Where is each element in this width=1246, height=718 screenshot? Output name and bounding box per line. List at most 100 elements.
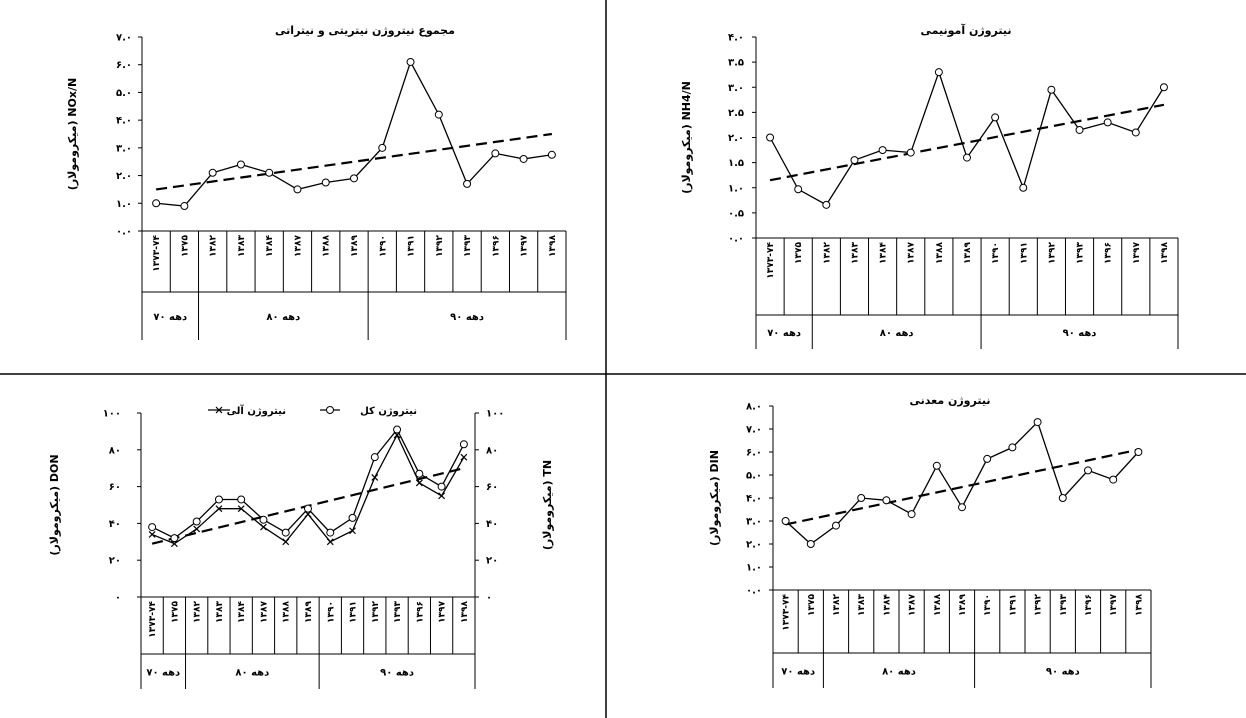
- data-point: [1109, 475, 1118, 484]
- x-category-label: ۱۳۸۹: [963, 242, 973, 264]
- data-point: [326, 528, 335, 537]
- chart-title: نیتروژن معدنی: [910, 394, 991, 407]
- x-category-label: ۱۳۹۶: [415, 601, 425, 623]
- y-tick-label: ۷.۰: [746, 425, 762, 436]
- data-point: [415, 469, 424, 478]
- decade-label: دهه ۸۰: [266, 312, 300, 323]
- x-category-label: ۱۳۹۰: [378, 235, 388, 257]
- y-tick-label: ۱.۰: [746, 563, 762, 574]
- x-category-label: ۱۳۸۴: [237, 601, 247, 623]
- data-point: [260, 523, 267, 531]
- decade-label: دهه ۷۰: [767, 328, 801, 339]
- chart-nh4-n: ۰.۰ ۰.۵ ۱.۰ ۱.۵ ۲.۰ ۲.۵ ۳.۰ ۳.۵ ۴.۰ (میکرومولار) …: [680, 23, 1179, 349]
- data-point: [794, 185, 803, 194]
- x-category-label: ۱۳۷۵: [180, 235, 190, 257]
- data-point: [991, 113, 1000, 122]
- x-category-label: ۱۳۸۷: [907, 242, 917, 264]
- y-tick-label: ۴.۰: [728, 33, 744, 44]
- data-point: [434, 110, 443, 119]
- data-point: [1047, 85, 1056, 94]
- data-point: [857, 494, 866, 502]
- decade-label: دهه ۷۰: [153, 312, 187, 323]
- data-point: [192, 517, 201, 526]
- data-point: [806, 540, 815, 548]
- y-tick-label: ۰.۰: [116, 227, 132, 238]
- y-tick-label: ۲.۵: [728, 108, 744, 119]
- x-category-label: ۱۳۹۱: [1019, 242, 1029, 264]
- chart-din: ۰.۰ ۱.۰ ۲.۰ ۳.۰ ۴.۰ ۵.۰ ۶.۰ ۷.۰ ۸.۰ (میکرومولار) …: [708, 394, 1152, 688]
- x-category-label: ۱۳۹۰: [326, 601, 336, 623]
- data-point: [214, 495, 223, 504]
- y-right-tick-label: ۰: [486, 593, 492, 604]
- x-category-label: ۱۳۹۲: [1047, 242, 1057, 264]
- y-tick-label: ۲.۰: [116, 171, 132, 182]
- decade-label: دهه ۹۰: [450, 312, 484, 323]
- data-point: [463, 179, 472, 188]
- data-point: [293, 185, 302, 194]
- y-tick-label: ۱.۰: [116, 199, 132, 210]
- data-point: [265, 168, 274, 177]
- x-category-label: ۱۳۹۱: [1008, 594, 1018, 616]
- x-category-label: ۱۳۹۶: [1084, 594, 1094, 616]
- x-category-label: ۱۳۹۸: [1160, 242, 1170, 264]
- data-point: [460, 453, 468, 461]
- data-point: [437, 482, 446, 491]
- y-right-tick-label: ۴۰: [486, 519, 498, 530]
- data-point: [1033, 418, 1042, 427]
- data-point: [1159, 83, 1168, 92]
- x-category-label: ۱۳۸۷: [293, 235, 303, 257]
- y-tick-label: ۰.۰: [746, 586, 762, 597]
- data-point: [148, 523, 157, 532]
- data-point: [350, 174, 358, 183]
- data-point: [170, 534, 179, 543]
- data-point: [438, 492, 446, 500]
- data-point: [822, 200, 831, 209]
- x-category-label: ۱۳۸۹: [304, 601, 314, 623]
- x-category-label: ۱۳۹۰: [991, 242, 1001, 264]
- y-right-tick-label: ۲۰: [486, 556, 498, 567]
- x-category-label: ۱۳۸۷: [259, 601, 269, 623]
- trend-line: [769, 103, 1165, 182]
- trend-line: [785, 448, 1139, 526]
- y-axis-right-title: (میکرومولار) TN: [541, 460, 554, 550]
- x-category-label: ۱۳۸۲: [822, 242, 832, 264]
- data-point: [934, 68, 943, 77]
- x-category-label: ۱۳۷۳-۷۴: [782, 594, 792, 631]
- x-category-label: ۱۳۸۸: [933, 594, 943, 616]
- data-point: [371, 473, 379, 481]
- x-category-label: ۱۳۸۸: [282, 601, 292, 623]
- data-point: [1134, 448, 1143, 456]
- legend-label: نیتروژن آلی: [227, 404, 286, 417]
- y-tick-label: ۵.۰: [746, 471, 762, 482]
- x-category-label: ۱۳۹۶: [491, 235, 501, 257]
- x-category-label: ۱۳۷۳-۷۴: [766, 242, 776, 279]
- y-tick-label: ۰: [115, 593, 121, 604]
- y-axis-title: (میکرومولار) NH4/N: [680, 81, 693, 194]
- data-point: [906, 148, 915, 157]
- x-category-label: ۱۳۸۲: [193, 601, 203, 623]
- y-tick-label: ۲۰: [109, 556, 121, 567]
- y-tick-label: ۶۰: [109, 482, 121, 493]
- y-tick-label: ۶.۰: [746, 448, 762, 459]
- x-category-label: ۱۳۸۲: [832, 594, 842, 616]
- data-point: [491, 149, 500, 158]
- trend-line: [155, 132, 553, 191]
- data-point: [1084, 466, 1092, 475]
- y-tick-label: ۱.۰: [728, 183, 744, 194]
- y-tick-label: ۸.۰: [746, 402, 762, 413]
- y-axis-title: (میکرومولار) NOx/N: [66, 78, 79, 190]
- x-category-label: ۱۳۸۴: [265, 235, 275, 257]
- y-axis-title: (میکرومولار) DIN: [708, 450, 721, 546]
- x-category-label: ۱۳۹۲: [371, 601, 381, 623]
- data-point: [415, 479, 423, 487]
- x-category-label: ۱۳۹۰: [983, 594, 993, 616]
- data-point: [152, 199, 161, 208]
- legend-marker: [326, 406, 334, 414]
- data-point: [370, 453, 379, 462]
- x-category-label: ۱۳۹۱: [407, 235, 417, 257]
- data-point: [832, 521, 840, 530]
- data-point: [208, 168, 217, 177]
- decade-label: دهه ۷۰: [146, 668, 180, 679]
- y-tick-label: ۳.۰: [746, 517, 762, 528]
- x-category-label: ۱۳۹۷: [1109, 594, 1119, 616]
